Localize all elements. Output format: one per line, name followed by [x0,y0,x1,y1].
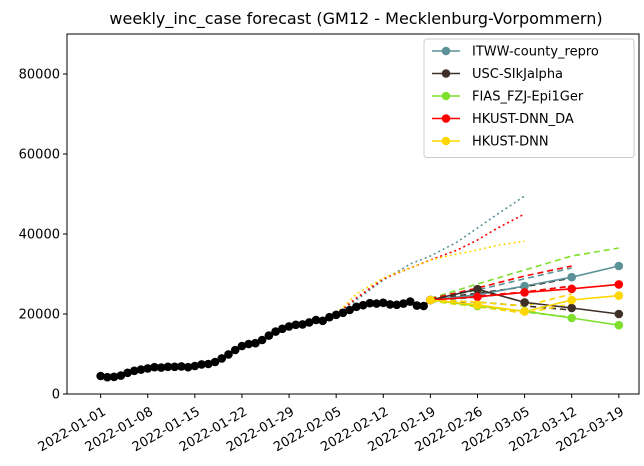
observed-point [123,368,132,378]
observed-point [163,362,173,372]
forecast-point [567,284,577,294]
observed-point [251,338,260,348]
observed-point [230,345,240,355]
observed-point [304,318,314,327]
observed-point [405,297,415,306]
observed-point [129,366,139,376]
observed-point [143,364,153,373]
forecast-point [614,309,624,319]
observed-point [338,308,348,318]
observed-point [399,299,408,308]
y-tick-label: 20000 [19,308,60,323]
observed-point [365,298,375,308]
legend-swatch-marker [441,136,451,146]
observed-point [385,300,395,309]
observed-point [210,357,220,367]
forecast-dotted-line [335,213,525,315]
forecast-point [473,292,482,302]
forecast-point [567,313,577,323]
observed-point [358,300,368,310]
forecast-point [567,303,577,313]
observed-point [190,361,200,371]
legend-label: ITWW-county_repro [472,45,599,60]
forecast-upper-dashed-line [430,265,572,300]
forecast-point [520,298,529,307]
legend-swatch-marker [441,114,451,123]
observed-point [271,327,280,336]
legend-swatch-marker [441,69,451,78]
observed-point [183,362,193,372]
observed-point [318,316,328,326]
forecast-point [473,300,482,310]
observed-point [197,360,206,369]
observed-point [217,354,227,363]
observed-point [177,362,186,371]
forecast-upper-dashed-line [430,293,572,307]
y-tick-label: 80000 [19,68,60,83]
legend-label: HKUST-DNN [472,135,549,150]
observed-point [103,372,112,382]
observed-point [257,335,267,345]
observed-point [372,299,381,308]
legend-swatch-marker [441,46,451,56]
forecast-point [520,281,529,291]
observed-point [96,371,105,381]
forecast-point [426,295,435,305]
plot-content [96,195,624,382]
observed-point [136,365,146,374]
forecast-point [567,272,577,282]
observed-point [237,341,247,351]
observed-point [331,310,341,320]
y-tick-label: 40000 [19,228,60,243]
observed-point [278,324,287,334]
forecast-point [614,261,624,271]
observed-point [109,372,119,382]
observed-point [264,331,274,340]
forecast-upper-dashed-line [430,247,619,300]
observed-point [224,350,233,359]
observed-point [170,362,179,372]
observed-point [204,359,213,369]
observed-point [284,322,294,331]
observed-point [150,362,159,372]
forecast-point [614,291,624,300]
legend-label: USC-SIkJalpha [472,67,563,82]
plot-frame [66,33,640,395]
legend-label: HKUST-DNN_DA [472,112,574,127]
observed-point [419,301,428,311]
observed-point [352,302,361,312]
observed-point [156,363,166,372]
y-tick-label: 60000 [19,148,60,163]
observed-point [325,312,334,322]
observed-point [311,315,321,325]
chart-title: weekly_inc_case forecast (GM12 - Mecklen… [109,9,602,29]
legend: ITWW-county_repro USC-SIkJalpha FIAS_FZJ-E… [423,38,635,158]
forecast-point [473,284,482,294]
observed-point [412,301,422,310]
forecast-dotted-line [335,240,525,315]
observed-point [298,320,307,329]
forecast-point [520,288,529,297]
observed-point [345,305,354,315]
legend-label: FIAS_FZJ-Epi1Ger [472,90,584,105]
forecast-point [520,307,529,316]
forecast-point [567,295,577,305]
observed-point [291,320,301,330]
observed-point [116,371,126,380]
forecast-dotted-line [335,195,526,315]
legend-swatch-marker [441,91,451,101]
y-tick-label: 0 [52,388,60,403]
observed-point [244,339,253,349]
forecast-point [614,320,624,330]
forecast-point [614,280,624,289]
observed-point [392,300,402,310]
observed-point [378,298,388,308]
legend-box [423,38,635,158]
